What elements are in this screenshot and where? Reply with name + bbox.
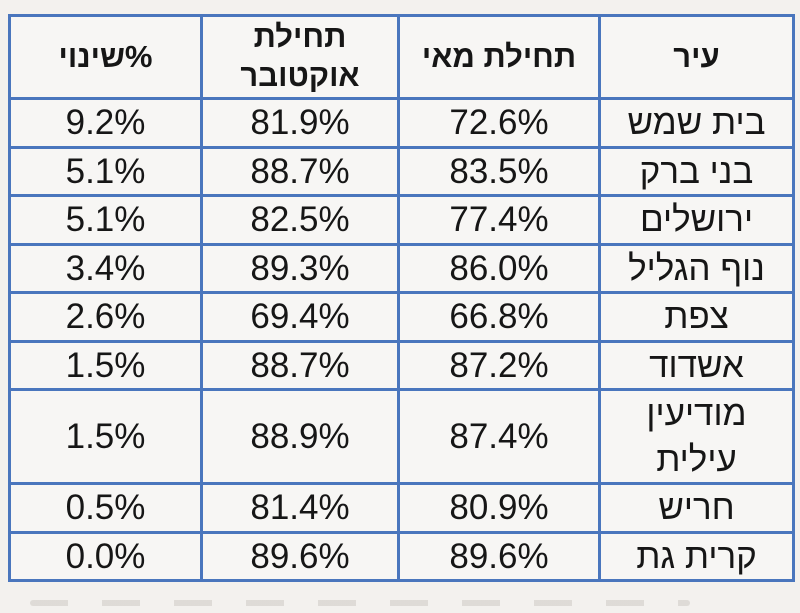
- cell-city: צפת: [598, 291, 795, 343]
- cell-october: 89.6%: [200, 530, 400, 582]
- cell-october: 81.4%: [200, 482, 400, 534]
- cell-city: אשדוד: [598, 339, 795, 391]
- cell-city: נוף הגליל: [598, 242, 795, 294]
- table-row: מודיעין עילית 87.4% 88.9% 1.5%: [8, 388, 795, 485]
- cell-october: 82.5%: [200, 194, 400, 246]
- cell-change: 9.2%: [8, 97, 203, 149]
- cell-city: בני ברק: [598, 145, 795, 197]
- cell-may: 80.9%: [397, 482, 601, 534]
- cell-may: 86.0%: [397, 242, 601, 294]
- header-october: תחילת אוקטובר: [200, 14, 400, 100]
- table-row: נוף הגליל 86.0% 89.3% 3.4%: [8, 242, 795, 294]
- cell-city: מודיעין עילית: [598, 388, 795, 485]
- table-row: צפת 66.8% 69.4% 2.6%: [8, 291, 795, 343]
- cell-may: 87.2%: [397, 339, 601, 391]
- cell-change: 5.1%: [8, 194, 203, 246]
- table-row: בני ברק 83.5% 88.7% 5.1%: [8, 145, 795, 197]
- cell-change: 0.0%: [8, 530, 203, 582]
- header-change: %שינוי: [8, 14, 203, 100]
- table-row: בית שמש 72.6% 81.9% 9.2%: [8, 97, 795, 149]
- cell-change: 5.1%: [8, 145, 203, 197]
- table-row: אשדוד 87.2% 88.7% 1.5%: [8, 339, 795, 391]
- cell-october: 89.3%: [200, 242, 400, 294]
- cell-october: 88.9%: [200, 388, 400, 485]
- cell-city: קרית גת: [598, 530, 795, 582]
- table-row: ירושלים 77.4% 82.5% 5.1%: [8, 194, 795, 246]
- city-rates-table: עיר תחילת מאי תחילת אוקטובר %שינוי בית ש…: [8, 14, 795, 582]
- header-row: עיר תחילת מאי תחילת אוקטובר %שינוי: [8, 14, 795, 100]
- header-city: עיר: [598, 14, 795, 100]
- cell-change: 3.4%: [8, 242, 203, 294]
- cell-may: 72.6%: [397, 97, 601, 149]
- cell-may: 66.8%: [397, 291, 601, 343]
- cell-may: 83.5%: [397, 145, 601, 197]
- table-row: קרית גת 89.6% 89.6% 0.0%: [8, 530, 795, 582]
- cell-october: 69.4%: [200, 291, 400, 343]
- cell-may: 87.4%: [397, 388, 601, 485]
- cell-october: 88.7%: [200, 339, 400, 391]
- cell-change: 1.5%: [8, 339, 203, 391]
- cell-change: 2.6%: [8, 291, 203, 343]
- header-may: תחילת מאי: [397, 14, 601, 100]
- cell-city: ירושלים: [598, 194, 795, 246]
- cell-city: בית שמש: [598, 97, 795, 149]
- cell-city: חריש: [598, 482, 795, 534]
- cell-change: 0.5%: [8, 482, 203, 534]
- cropped-content-artifact: [30, 600, 690, 606]
- cell-may: 77.4%: [397, 194, 601, 246]
- cell-october: 81.9%: [200, 97, 400, 149]
- cell-change: 1.5%: [8, 388, 203, 485]
- cell-may: 89.6%: [397, 530, 601, 582]
- cell-october: 88.7%: [200, 145, 400, 197]
- table-row: חריש 80.9% 81.4% 0.5%: [8, 482, 795, 534]
